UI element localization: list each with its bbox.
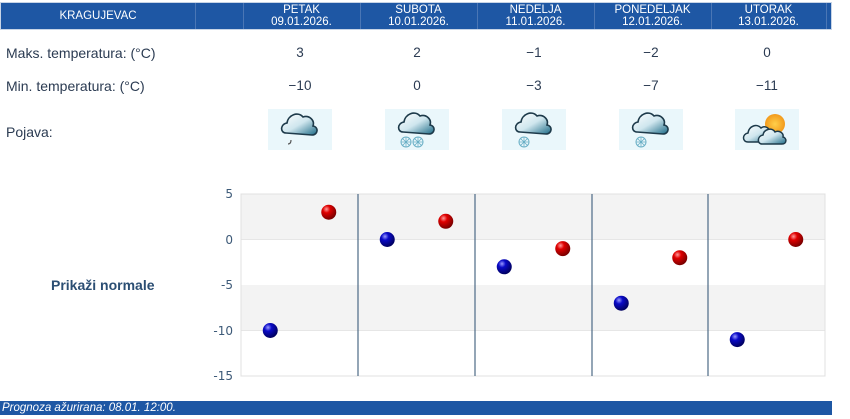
max-temp-value: −2 xyxy=(643,45,659,60)
min-temp-marker[interactable] xyxy=(729,332,745,348)
plot-area xyxy=(240,193,826,377)
y-axis: 5 0 -5 -10 -15 xyxy=(213,187,233,383)
location-title: KRAGUJEVAC xyxy=(1,3,195,29)
cloud-drizzle-icon xyxy=(280,112,318,145)
day-date: 10.01.2026. xyxy=(388,16,449,28)
max-temp-label: Maks. temperatura: (°C) xyxy=(6,45,156,61)
day-name: NEDELJA xyxy=(509,4,562,16)
show-normals-link[interactable]: Prikaži normale xyxy=(51,277,155,293)
max-temp-value: 2 xyxy=(413,45,421,60)
min-temp-marker[interactable] xyxy=(262,323,278,338)
chart-markers xyxy=(262,204,804,348)
chart-band xyxy=(241,194,825,240)
max-temp-value: −1 xyxy=(526,45,542,60)
day-name: SUBOTA xyxy=(395,4,442,16)
phenomenon-day-5 xyxy=(735,109,799,150)
min-temp-value: 0 xyxy=(413,78,421,93)
updated-text: Prognoza ažurirana: 08.01. 12:00. xyxy=(2,402,176,414)
max-temp-value: 0 xyxy=(763,45,771,60)
day-name: PETAK xyxy=(283,4,320,16)
max-temp-marker[interactable] xyxy=(788,232,804,247)
max-temp-value: 3 xyxy=(296,45,304,60)
min-temp-label: Min. temperatura: (°C) xyxy=(6,78,145,94)
forecast-updated-bar: Prognoza ažurirana: 08.01. 12:00. xyxy=(0,401,832,415)
phenomenon-day-3 xyxy=(502,109,566,150)
phenomenon-day-4 xyxy=(619,109,683,150)
header-divider xyxy=(826,3,827,29)
header-divider xyxy=(195,3,196,29)
y-tick: 0 xyxy=(225,233,233,247)
day-name: PONEDELJAK xyxy=(614,4,691,16)
min-temp-value: −11 xyxy=(756,78,778,93)
header-divider xyxy=(477,3,478,29)
max-temp-marker[interactable] xyxy=(672,250,688,266)
day-header-4: PONEDELJAK 12.01.2026. xyxy=(594,3,711,29)
max-temp-marker[interactable] xyxy=(555,241,571,257)
chart-band xyxy=(241,285,825,331)
day-header-1: PETAK 09.01.2026. xyxy=(243,3,360,29)
min-temp-marker[interactable] xyxy=(496,259,512,275)
min-temp-value: −7 xyxy=(643,78,659,93)
header-divider xyxy=(360,3,361,29)
day-date: 12.01.2026. xyxy=(622,16,683,28)
day-header-5: UTORAK 13.01.2026. xyxy=(711,3,826,29)
day-date: 13.01.2026. xyxy=(738,16,799,28)
phenomenon-day-1 xyxy=(268,109,332,150)
header-divider xyxy=(711,3,712,29)
cloud-snow-heavy-icon xyxy=(397,111,435,147)
cloud-snow-icon xyxy=(631,111,669,147)
max-temp-marker[interactable] xyxy=(321,204,337,220)
header-divider xyxy=(243,3,244,29)
cloud-snow-icon xyxy=(514,111,552,147)
location-name: KRAGUJEVAC xyxy=(59,10,137,22)
day-header-2: SUBOTA 10.01.2026. xyxy=(360,3,477,29)
min-temp-value: −3 xyxy=(526,78,542,93)
day-header-3: NEDELJA 11.01.2026. xyxy=(477,3,594,29)
min-temp-marker[interactable] xyxy=(379,232,395,247)
partly-cloudy-icon xyxy=(742,113,787,145)
day-date: 11.01.2026. xyxy=(505,16,566,28)
y-tick: -5 xyxy=(221,278,233,292)
forecast-header: KRAGUJEVAC PETAK 09.01.2026. SUBOTA 10.01.… xyxy=(0,2,832,30)
temperature-chart: 5 0 -5 -10 -15 xyxy=(213,187,826,383)
max-temp-marker[interactable] xyxy=(438,213,454,229)
header-divider xyxy=(594,3,595,29)
day-name: UTORAK xyxy=(744,4,793,16)
day-date: 09.01.2026. xyxy=(271,16,332,28)
min-temp-marker[interactable] xyxy=(613,295,629,311)
phenomenon-day-2 xyxy=(385,109,449,150)
y-tick: -15 xyxy=(213,369,233,383)
phenomenon-label: Pojava: xyxy=(6,124,53,140)
y-tick: -10 xyxy=(213,324,233,338)
min-temp-value: −10 xyxy=(288,78,312,93)
y-tick: 5 xyxy=(225,187,233,201)
